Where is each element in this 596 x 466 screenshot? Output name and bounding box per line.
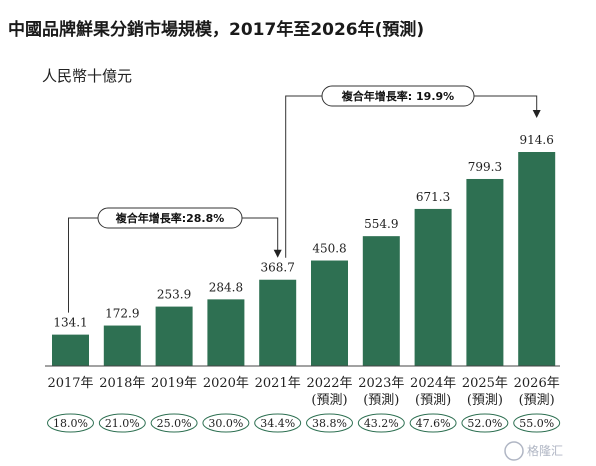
category-sublabel: (預測) (311, 393, 347, 408)
value-label: 134.1 (53, 316, 87, 330)
percent-label: 25.0% (157, 417, 192, 430)
percent-oval (513, 413, 561, 433)
value-label: 914.6 (520, 133, 554, 147)
cagr-annotations: 複合年增長率:28.8% 複合年增長率: 19.9% (68, 85, 541, 313)
bar (466, 178, 504, 366)
percent-label: 18.0% (53, 417, 88, 430)
bar (518, 152, 556, 366)
category-label: 2019年 (151, 376, 197, 391)
percent-label: 55.0% (519, 417, 554, 430)
percent-label: 47.6% (416, 417, 451, 430)
value-label: 554.9 (364, 217, 398, 231)
category-sublabel: (預測) (467, 393, 503, 408)
category-label: 2022年 (306, 376, 352, 391)
percent-oval (47, 413, 94, 433)
percent-label: 52.0% (467, 417, 502, 430)
value-label: 450.8 (312, 242, 346, 256)
category-sublabel: (預測) (519, 393, 555, 408)
percent-oval (306, 413, 353, 433)
value-label: 253.9 (157, 288, 191, 302)
value-label: 172.9 (105, 307, 139, 321)
category-label: 2024年 (410, 376, 456, 391)
bar (362, 236, 400, 366)
percent-oval (254, 413, 302, 433)
bar (414, 208, 452, 366)
bar (103, 325, 141, 366)
value-label: 799.3 (468, 160, 502, 174)
percent-label: 30.0% (208, 417, 243, 430)
watermark: 格隆汇 (504, 441, 563, 461)
bar (155, 306, 193, 366)
chart-title: 中國品牌鮮果分銷市場規模，2017年至2026年(預測) (8, 19, 424, 40)
cagr-callout (321, 85, 475, 107)
category-label: 2026年 (514, 376, 560, 391)
watermark-text: 格隆汇 (527, 443, 563, 458)
category-label: 2018年 (99, 376, 145, 391)
cagr-label: 複合年增長率: 19.9% (341, 89, 454, 103)
cagr-callout (97, 207, 243, 229)
arrow-down-icon (532, 110, 541, 118)
value-label: 671.3 (416, 190, 450, 204)
percent-label: 21.0% (105, 417, 140, 430)
value-label: 284.8 (209, 280, 243, 294)
category-label: 2023年 (358, 376, 404, 391)
percent-oval (202, 413, 250, 433)
percent-oval (409, 413, 457, 433)
labels-group: 134.1 2017年 18.0% 172.9 2018年 21.0% 253.9 2019年… (47, 133, 561, 433)
category-label: 2017年 (47, 376, 93, 391)
category-sublabel: (預測) (415, 393, 451, 408)
percent-label: 34.4% (260, 417, 295, 430)
bar (52, 334, 89, 366)
category-label: 2021年 (255, 376, 301, 391)
bar (207, 299, 245, 366)
category-sublabel: (預測) (363, 393, 399, 408)
category-label: 2020年 (203, 376, 249, 391)
cagr-label: 複合年增長率:28.8% (115, 211, 225, 225)
percent-oval (98, 413, 146, 433)
percent-oval (461, 413, 509, 433)
percent-label: 43.2% (364, 417, 399, 430)
percent-label: 38.8% (312, 417, 347, 430)
percent-oval (357, 413, 405, 433)
arrow-down-icon (273, 249, 282, 258)
category-label: 2025年 (462, 376, 508, 391)
bar (259, 279, 297, 366)
bars-group (52, 152, 556, 366)
percent-oval (150, 413, 198, 433)
watermark-logo-icon (504, 441, 524, 461)
value-label: 368.7 (261, 261, 295, 275)
unit-label: 人民幣十億元 (42, 67, 132, 85)
bar (311, 260, 348, 366)
